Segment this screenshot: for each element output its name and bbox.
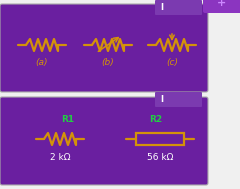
Text: (b): (b) bbox=[102, 57, 114, 67]
Text: I: I bbox=[160, 3, 163, 12]
Text: (c): (c) bbox=[166, 57, 178, 67]
FancyBboxPatch shape bbox=[203, 0, 240, 13]
Bar bbox=[136, 133, 184, 145]
FancyBboxPatch shape bbox=[0, 4, 208, 92]
Text: R1: R1 bbox=[61, 115, 75, 123]
Text: 2 kΩ: 2 kΩ bbox=[50, 153, 70, 161]
Text: (a): (a) bbox=[36, 57, 48, 67]
FancyBboxPatch shape bbox=[155, 0, 202, 15]
Text: R2: R2 bbox=[150, 115, 162, 123]
FancyBboxPatch shape bbox=[155, 92, 202, 107]
FancyBboxPatch shape bbox=[0, 97, 208, 185]
Text: I: I bbox=[160, 95, 163, 104]
Text: 56 kΩ: 56 kΩ bbox=[147, 153, 173, 161]
Text: +: + bbox=[217, 0, 227, 8]
